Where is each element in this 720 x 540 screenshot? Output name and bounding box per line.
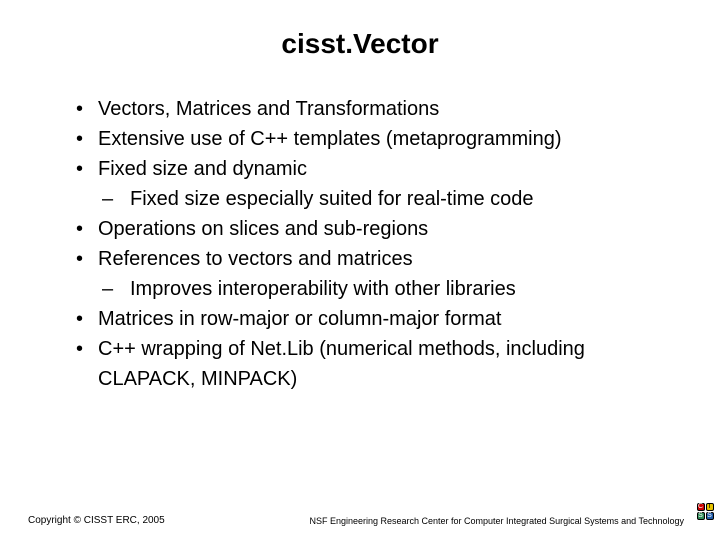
- slide-title: cisst.Vector: [40, 28, 680, 60]
- list-item-text: Operations on slices and sub-regions: [98, 218, 428, 240]
- list-item-text: C++ wrapping of Net.Lib (numerical metho…: [98, 338, 585, 390]
- list-item: Vectors, Matrices and Transformations: [76, 94, 680, 124]
- slide: cisst.Vector Vectors, Matrices and Trans…: [0, 0, 720, 540]
- logo-icon: C I S S: [696, 502, 714, 520]
- list-subitem: Improves interoperability with other lib…: [102, 274, 680, 304]
- list-item-text: Improves interoperability with other lib…: [130, 278, 516, 300]
- list-item-text: Matrices in row-major or column-major fo…: [98, 308, 501, 330]
- list-item-text: References to vectors and matrices: [98, 248, 413, 270]
- list-item-text: Fixed size and dynamic: [98, 158, 307, 180]
- list-subitem: Fixed size especially suited for real-ti…: [102, 184, 680, 214]
- logo-cell: S: [706, 512, 714, 520]
- list-item-text: Fixed size especially suited for real-ti…: [130, 188, 534, 210]
- list-item-text: Vectors, Matrices and Transformations: [98, 98, 439, 120]
- list-item: C++ wrapping of Net.Lib (numerical metho…: [76, 334, 680, 394]
- affiliation-text: NSF Engineering Research Center for Comp…: [309, 516, 684, 526]
- list-item: Extensive use of C++ templates (metaprog…: [76, 124, 680, 154]
- logo-cell: C: [697, 503, 705, 511]
- list-item: References to vectors and matrices: [76, 244, 680, 274]
- copyright-text: Copyright © CISST ERC, 2005: [28, 515, 165, 526]
- footer: Copyright © CISST ERC, 2005 NSF Engineer…: [0, 506, 720, 526]
- bullet-list: Vectors, Matrices and Transformations Ex…: [76, 94, 680, 394]
- list-item: Fixed size and dynamic: [76, 154, 680, 184]
- list-item: Operations on slices and sub-regions: [76, 214, 680, 244]
- list-item-text: Extensive use of C++ templates (metaprog…: [98, 128, 562, 150]
- list-item: Matrices in row-major or column-major fo…: [76, 304, 680, 334]
- logo-cell: S: [697, 512, 705, 520]
- logo-cell: I: [706, 503, 714, 511]
